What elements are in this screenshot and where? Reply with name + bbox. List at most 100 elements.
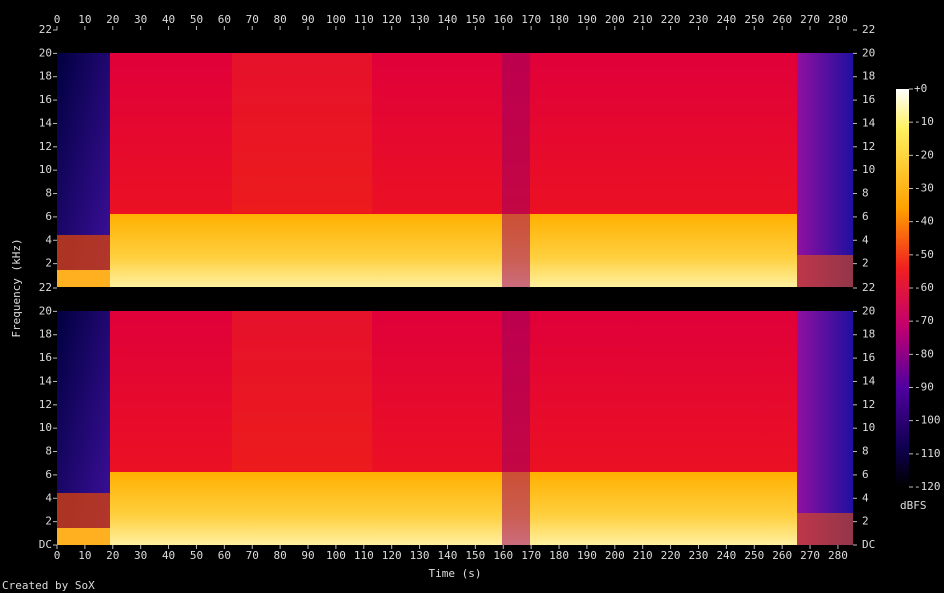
x-tick-label: 30 — [134, 549, 147, 562]
y-tick-label: 16 — [862, 351, 875, 364]
x-tick-label: 0 — [54, 549, 61, 562]
x-tick-label: 130 — [410, 549, 430, 562]
x-tick-label: 210 — [633, 13, 653, 26]
x-tick-label: 50 — [190, 13, 203, 26]
y-tick-label: 2 — [862, 257, 869, 270]
x-tick-label: 180 — [549, 549, 569, 562]
x-tick-label: 240 — [716, 549, 736, 562]
y-tick-label: 14 — [39, 374, 53, 387]
y-tick-label: 12 — [862, 398, 875, 411]
x-tick-label: 50 — [190, 549, 203, 562]
y-tick-label: 6 — [45, 468, 52, 481]
x-tick-label: 130 — [410, 13, 430, 26]
y-tick-label: 10 — [39, 421, 52, 434]
y-tick-label: 10 — [862, 421, 875, 434]
colorbar-tick-label: -20 — [914, 148, 934, 161]
x-tick-label: 140 — [438, 549, 458, 562]
y-tick-label: 4 — [45, 233, 52, 246]
x-tick-label: 120 — [382, 13, 402, 26]
y-tick-label: 20 — [39, 46, 52, 59]
y-tick-label: 16 — [39, 93, 52, 106]
y-tick-label: 12 — [862, 140, 875, 153]
colorbar-tick-label: -100 — [914, 414, 941, 427]
colorbar-tick-label: -120 — [914, 480, 941, 493]
y-tick-label: 14 — [39, 116, 53, 129]
x-tick-label: 270 — [800, 549, 820, 562]
colorbar-tick-label: -50 — [914, 248, 934, 261]
y-tick-label: 16 — [862, 93, 875, 106]
x-tick-label: 80 — [274, 13, 287, 26]
y-tick-label: 16 — [39, 351, 52, 364]
y-tick-label: DC — [862, 538, 875, 551]
y-tick-label: 6 — [862, 210, 869, 223]
y-tick-label: 20 — [862, 46, 875, 59]
x-tick-label: 0 — [54, 13, 61, 26]
spectrogram-channel-2 — [57, 288, 853, 545]
x-tick-label: 150 — [465, 549, 485, 562]
x-tick-label: 200 — [605, 549, 625, 562]
x-tick-label: 280 — [828, 13, 848, 26]
colorbar — [896, 89, 909, 487]
x-tick-label: 180 — [549, 13, 569, 26]
x-tick-label: 280 — [828, 549, 848, 562]
x-tick-label: 190 — [577, 549, 597, 562]
x-tick-label: 90 — [301, 13, 314, 26]
y-tick-label: 8 — [862, 445, 869, 458]
x-tick-label: 220 — [661, 549, 681, 562]
y-tick-label: 22 — [862, 281, 875, 294]
y-tick-label: 8 — [45, 187, 52, 200]
x-tick-label: 40 — [162, 13, 175, 26]
x-tick-label: 90 — [301, 549, 314, 562]
colorbar-label: dBFS — [900, 499, 927, 512]
colorbar-tick-label: -110 — [914, 447, 941, 460]
y-tick-label: 6 — [45, 210, 52, 223]
x-tick-label: 20 — [106, 549, 119, 562]
y-tick-label: 12 — [39, 140, 52, 153]
y-tick-label: 8 — [862, 187, 869, 200]
x-tick-label: 30 — [134, 13, 147, 26]
colorbar-tick-label: -60 — [914, 281, 934, 294]
y-tick-label: 22 — [39, 23, 52, 36]
y-tick-label: 10 — [862, 163, 875, 176]
colorbar-tick-label: +0 — [914, 82, 927, 95]
y-tick-label: 20 — [39, 304, 52, 317]
x-tick-label: 120 — [382, 549, 402, 562]
y-tick-label: 18 — [39, 328, 52, 341]
spectrogram-channel-1 — [57, 30, 853, 287]
y-tick-label: 14 — [862, 374, 876, 387]
y-tick-label: 18 — [862, 70, 875, 83]
x-tick-label: 140 — [438, 13, 458, 26]
x-tick-label: 260 — [772, 549, 792, 562]
y-tick-label: 10 — [39, 163, 52, 176]
y-tick-label: 4 — [862, 491, 869, 504]
x-tick-label: 260 — [772, 13, 792, 26]
x-tick-label: 70 — [246, 13, 259, 26]
x-tick-label: 160 — [493, 549, 513, 562]
x-tick-label: 40 — [162, 549, 175, 562]
y-tick-label: 22 — [862, 23, 875, 36]
x-tick-label: 60 — [218, 13, 231, 26]
y-tick-label: 12 — [39, 398, 52, 411]
x-tick-label: 240 — [716, 13, 736, 26]
y-tick-label: 8 — [45, 445, 52, 458]
y-tick-label: 22 — [39, 281, 52, 294]
x-tick-label: 70 — [246, 549, 259, 562]
x-tick-label: 80 — [274, 549, 287, 562]
y-tick-label: 18 — [39, 70, 52, 83]
colorbar-tick-label: -10 — [914, 115, 934, 128]
x-tick-label: 10 — [78, 549, 91, 562]
y-tick-label: 18 — [862, 328, 875, 341]
x-tick-label: 150 — [465, 13, 485, 26]
footer: Created by SoX — [2, 579, 95, 592]
colorbar-tick-label: -40 — [914, 215, 934, 228]
y-tick-label: 2 — [45, 515, 52, 528]
x-tick-label: 170 — [521, 13, 541, 26]
x-tick-label: 100 — [326, 549, 346, 562]
y-tick-label: 2 — [45, 257, 52, 270]
x-tick-label: 270 — [800, 13, 820, 26]
x-tick-label: 220 — [661, 13, 681, 26]
x-tick-label: 160 — [493, 13, 513, 26]
x-tick-label: 230 — [689, 13, 709, 26]
y-tick-label: 14 — [862, 116, 876, 129]
